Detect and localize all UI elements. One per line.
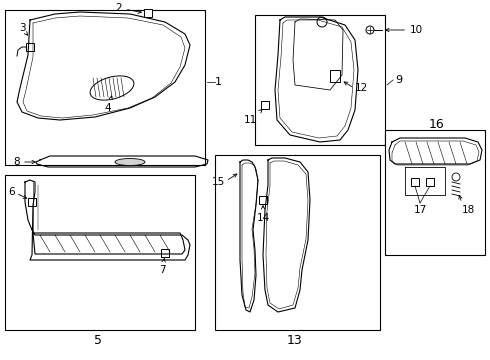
Text: 8: 8	[13, 157, 20, 167]
Bar	[330, 70, 340, 82]
Bar	[26, 43, 34, 51]
Bar	[259, 196, 267, 204]
Text: 10: 10	[386, 25, 423, 35]
Text: 16: 16	[429, 118, 445, 131]
Text: 17: 17	[414, 205, 427, 215]
Bar	[144, 9, 152, 17]
Text: 11: 11	[244, 109, 262, 125]
Text: 14: 14	[256, 206, 270, 223]
Bar	[215, 155, 380, 330]
Text: 6: 6	[8, 187, 15, 197]
Text: 9: 9	[395, 75, 402, 85]
Bar	[261, 101, 269, 109]
Bar	[161, 249, 169, 257]
Text: 3: 3	[19, 23, 25, 33]
Text: 7: 7	[159, 258, 165, 275]
Bar	[426, 178, 434, 186]
Bar	[255, 15, 385, 145]
Text: 12: 12	[355, 83, 368, 93]
Text: 18: 18	[462, 205, 475, 215]
Bar	[385, 130, 485, 255]
Circle shape	[452, 173, 460, 181]
Text: 5: 5	[94, 333, 102, 346]
Text: 4: 4	[105, 96, 112, 113]
Circle shape	[317, 17, 327, 27]
Text: 2: 2	[115, 3, 141, 13]
Bar	[5, 175, 195, 330]
Bar	[5, 10, 205, 165]
Text: 1: 1	[215, 77, 222, 87]
Text: 15: 15	[212, 177, 225, 187]
Circle shape	[366, 26, 374, 34]
Bar	[28, 198, 36, 206]
Text: 13: 13	[287, 333, 303, 346]
Ellipse shape	[115, 158, 145, 166]
Bar	[411, 178, 419, 186]
